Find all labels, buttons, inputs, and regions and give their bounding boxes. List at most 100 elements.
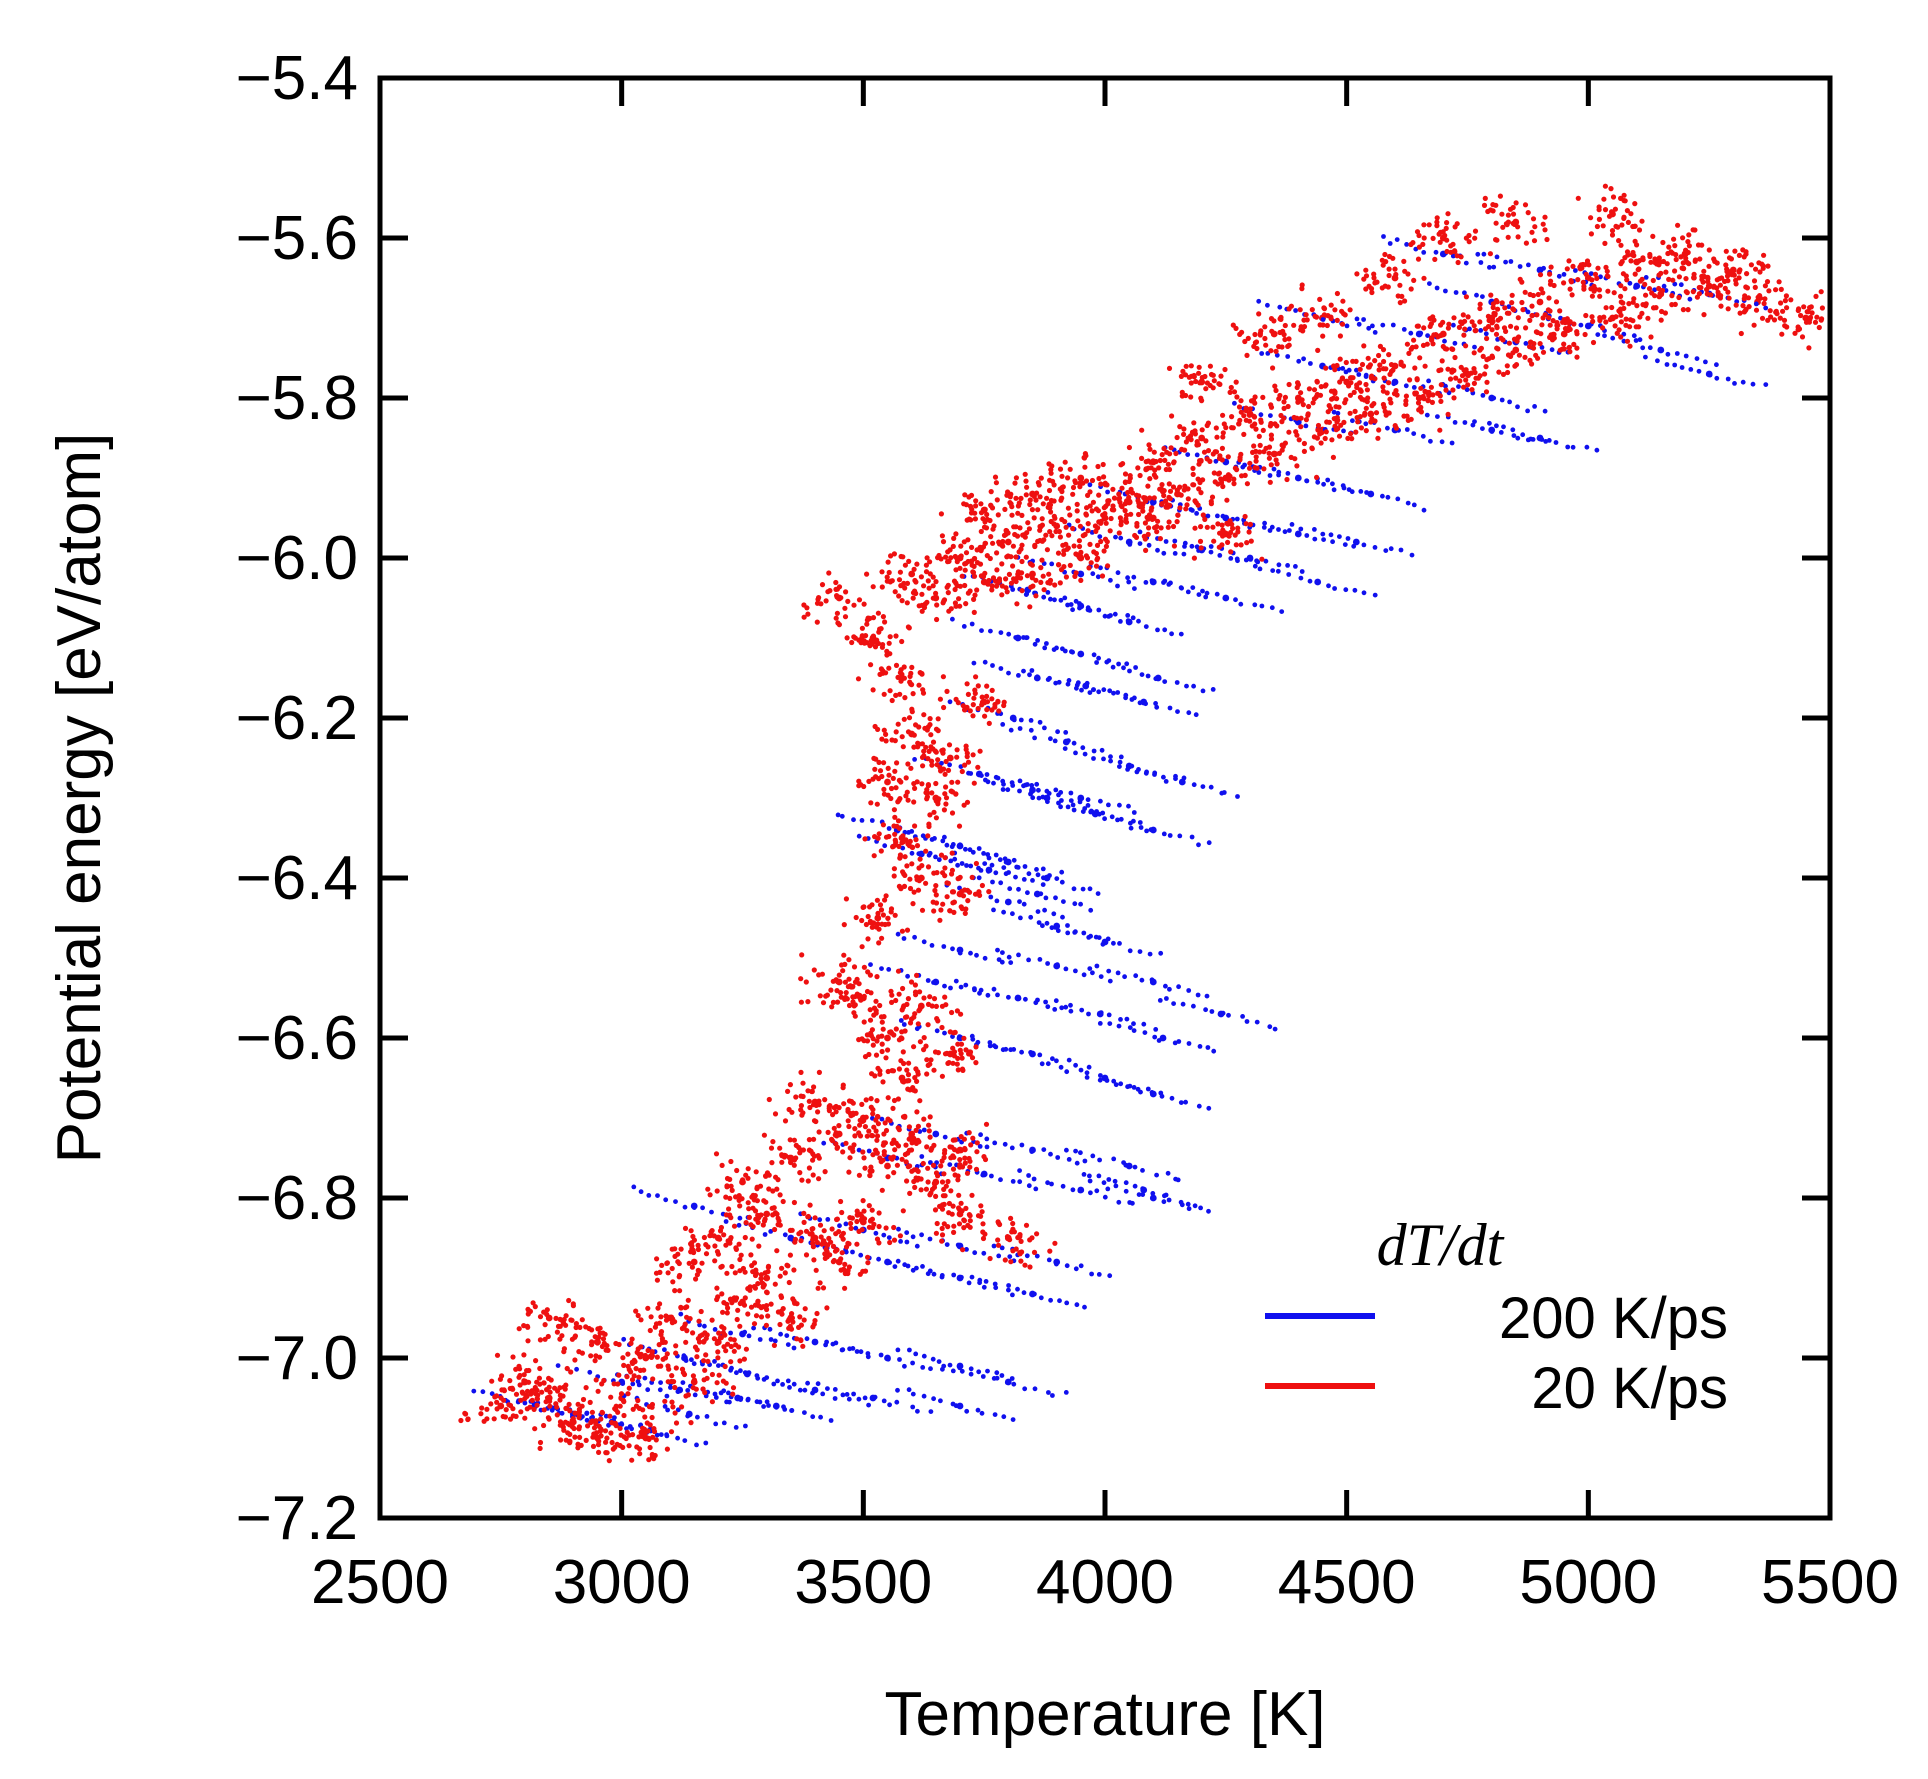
scatter-dot [967, 1158, 973, 1164]
scatter-dot [1132, 1183, 1138, 1189]
scatter-dot [813, 1118, 819, 1125]
scatter-dot [712, 1243, 718, 1249]
scatter-dot [919, 741, 926, 747]
scatter-dot [736, 1222, 742, 1228]
scatter-dot [1130, 1200, 1135, 1206]
scatter-dot [1323, 429, 1329, 435]
scatter-dot [1428, 384, 1434, 390]
scatter-dot [1021, 532, 1027, 538]
scatter-dot [1071, 740, 1077, 746]
scatter-dot [833, 579, 839, 586]
scatter-dot [662, 1347, 667, 1353]
scatter-dot [991, 986, 997, 992]
scatter-dot [898, 1035, 904, 1041]
scatter-dot [1186, 1206, 1192, 1212]
scatter-dot [1212, 479, 1218, 485]
scatter-dot [958, 984, 964, 990]
scatter-dot [737, 1358, 743, 1364]
scatter-dot [1038, 579, 1044, 586]
scatter-dot [1330, 454, 1336, 460]
scatter-dot [1174, 680, 1180, 685]
scatter-dot [1017, 726, 1023, 731]
scatter-dot [743, 1220, 749, 1226]
scatter-dot [1116, 530, 1122, 536]
scatter-dot [1206, 840, 1212, 846]
scatter-dot [1122, 471, 1129, 477]
scatter-dot [772, 1226, 778, 1233]
scatter-dot [1054, 1261, 1059, 1267]
scatter-dot [1445, 325, 1451, 331]
scatter-dot [904, 1014, 910, 1020]
scatter-dot [1093, 506, 1100, 512]
scatter-dot [1122, 479, 1128, 486]
scatter-dot [1049, 533, 1055, 539]
scatter-dot [596, 1449, 602, 1455]
scatter-dot [1123, 1162, 1129, 1168]
scatter-dot [621, 1362, 627, 1368]
scatter-dot [1594, 447, 1600, 453]
scatter-dot [662, 1398, 668, 1404]
scatter-dot [1018, 717, 1024, 723]
scatter-point [1077, 474, 1085, 482]
scatter-dot [1040, 573, 1046, 579]
scatter-dot [951, 1272, 957, 1278]
scatter-dot [745, 1200, 751, 1206]
scatter-dot [1218, 480, 1225, 486]
scatter-dot [1659, 287, 1666, 294]
scatter-dot [1503, 328, 1509, 334]
scatter-dot [1229, 414, 1235, 420]
scatter-dot [1592, 286, 1599, 292]
scatter-dot [856, 981, 862, 987]
scatter-dot [646, 1193, 652, 1198]
scatter-dot [566, 1297, 572, 1304]
scatter-dot [1401, 413, 1407, 419]
scatter-dot [1087, 966, 1093, 971]
scatter-dot [818, 1234, 824, 1240]
scatter-dot [713, 1421, 719, 1427]
scatter-dot [1445, 411, 1451, 417]
scatter-dot [735, 1307, 741, 1313]
scatter-dot [807, 1104, 813, 1111]
scatter-dot [1047, 529, 1053, 535]
scatter-dot [1019, 1142, 1025, 1148]
scatter-dot [1136, 511, 1142, 518]
scatter-dot [1113, 1183, 1119, 1189]
scatter-dot [1031, 493, 1037, 499]
scatter-dot [815, 1109, 821, 1115]
scatter-dot [995, 947, 1000, 953]
scatter-dot [597, 1325, 603, 1331]
scatter-dot [782, 1407, 788, 1412]
scatter-dot [967, 708, 973, 714]
scatter-dot [991, 780, 996, 786]
scatter-dot [925, 1022, 931, 1028]
scatter-dot [812, 1215, 818, 1221]
scatter-dot [1430, 341, 1436, 347]
scatter-dot [973, 1044, 979, 1050]
scatter-dot [921, 1393, 927, 1399]
scatter-dot [900, 845, 906, 851]
scatter-dot [1557, 308, 1563, 314]
scatter-dot [1219, 445, 1225, 451]
scatter-dot [920, 687, 926, 693]
scatter-dot [1299, 569, 1305, 574]
scatter-dot [876, 1240, 882, 1246]
scatter-dot [845, 598, 851, 605]
scatter-dot [1136, 1192, 1142, 1197]
scatter-dot [1167, 488, 1174, 494]
scatter-dot [685, 1297, 691, 1303]
scatter-dot [979, 694, 985, 700]
scatter-dot [954, 1061, 960, 1067]
scatter-dot [1074, 508, 1080, 514]
scatter-dot [1369, 416, 1375, 422]
scatter-dot [1285, 563, 1290, 568]
scatter-dot [1155, 547, 1160, 553]
scatter-dot [553, 1401, 559, 1407]
scatter-dot [981, 524, 988, 530]
scatter-dot [479, 1405, 485, 1411]
scatter-dot [978, 510, 985, 516]
scatter-dot [987, 1255, 993, 1262]
scatter-dot [689, 1357, 694, 1363]
scatter-dot [563, 1382, 569, 1388]
scatter-dot [778, 1331, 783, 1337]
scatter-dot [909, 861, 915, 867]
